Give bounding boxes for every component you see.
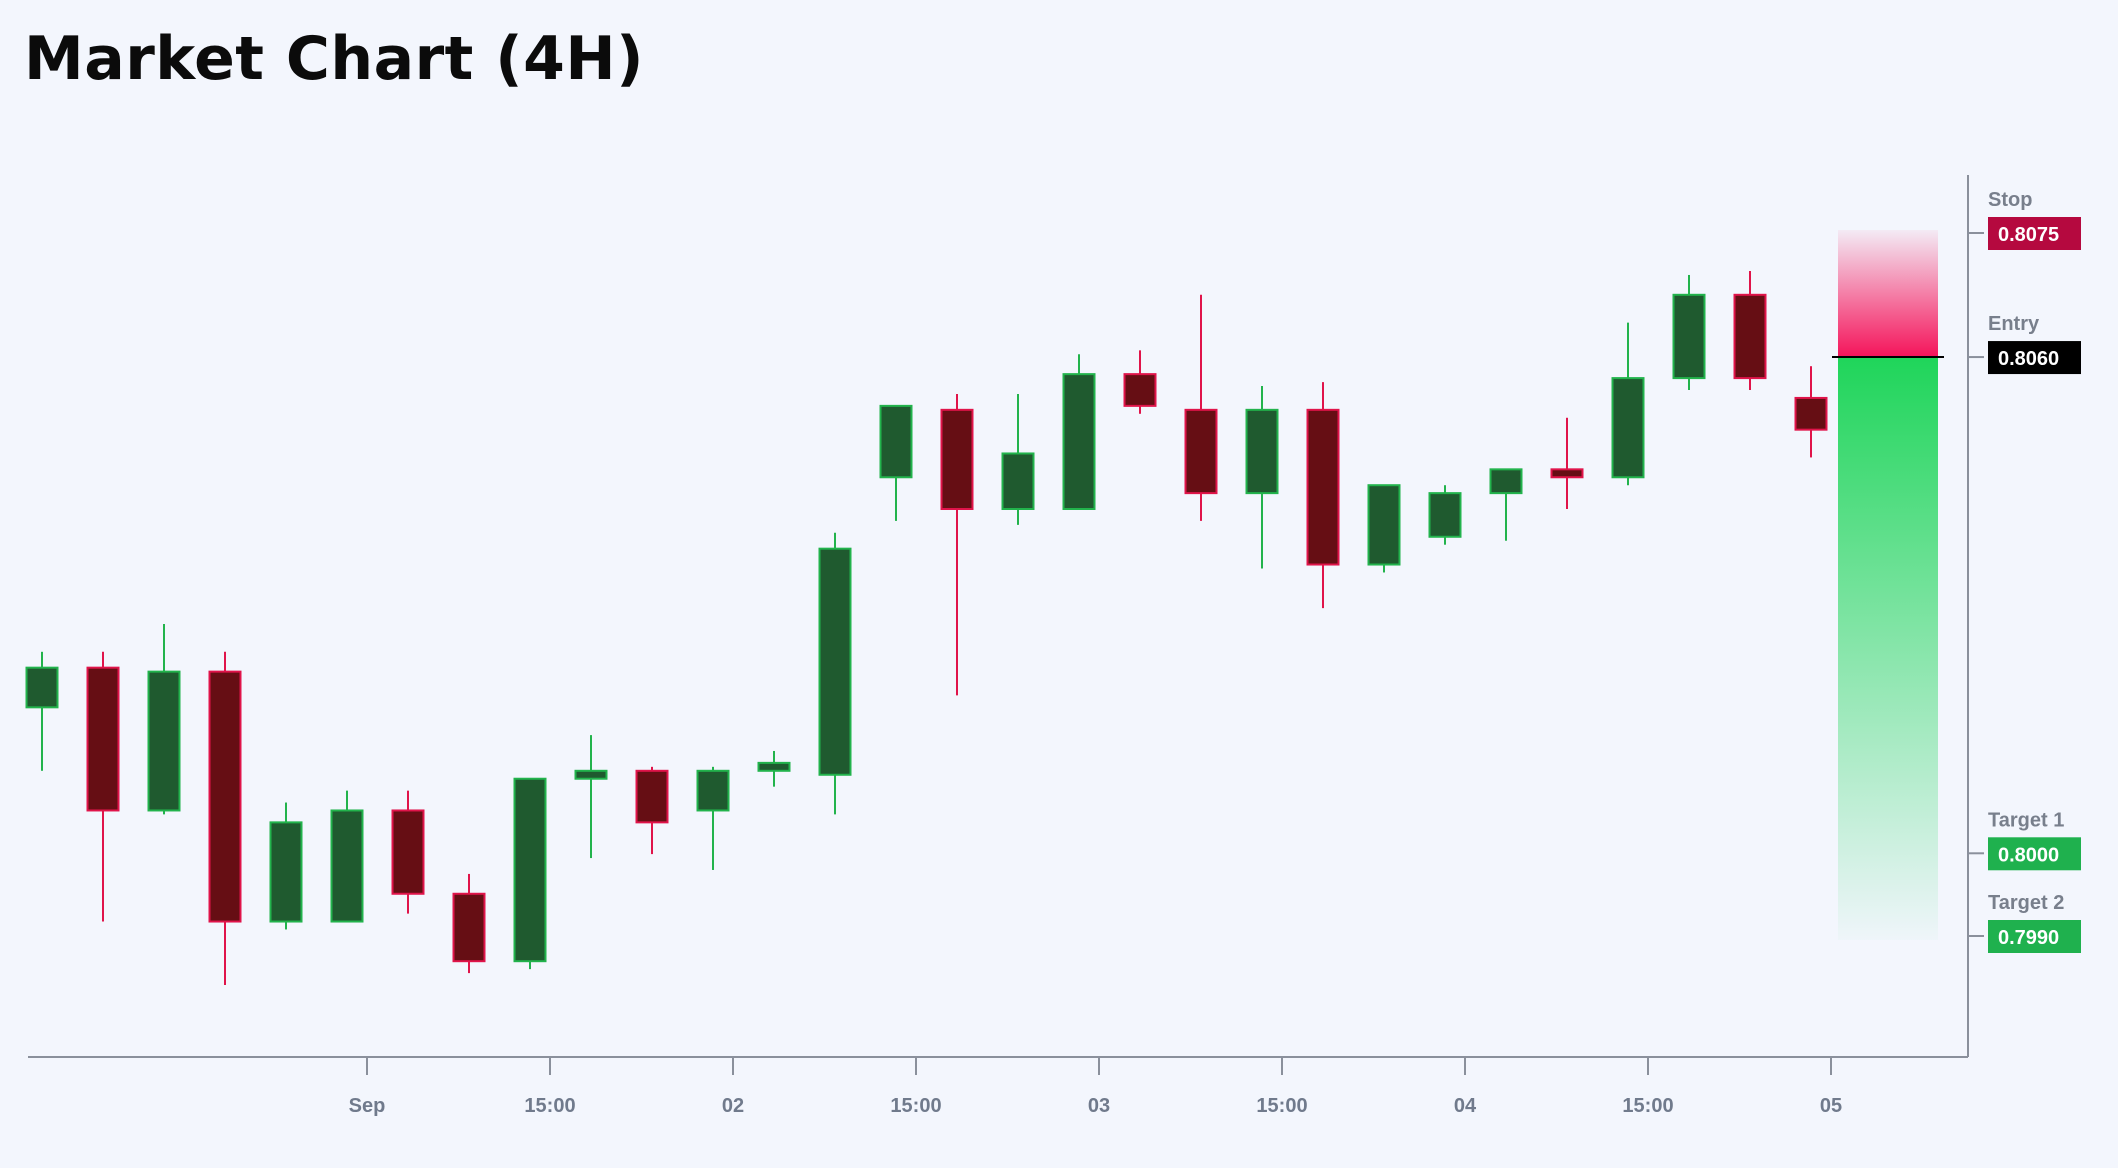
candle-body [879,404,913,479]
candle-body [25,666,59,709]
level-name: Entry [1988,313,2040,335]
candle-body [1245,408,1279,495]
candle [940,393,974,696]
candle [818,532,852,815]
candle-body [818,547,852,776]
level-value: 0.8000 [1998,844,2059,866]
candle-body [1794,396,1828,431]
candle-body [1123,373,1157,407]
candle [1184,294,1218,521]
candle [1428,485,1462,545]
candle-body [635,769,669,824]
x-tick-label: 15:00 [1256,1095,1307,1117]
candle [1062,354,1096,510]
candle [1550,417,1584,509]
candle [574,735,608,859]
chart-title: Market Chart (4H) [24,24,645,94]
candle [757,750,791,787]
candle-body [940,408,974,511]
candle-body [269,821,303,923]
x-tick-label: 15:00 [524,1095,575,1117]
candle [696,766,730,870]
risk-reward-zone [1832,230,1944,940]
candle-body [1367,484,1401,566]
candle [1245,386,1279,569]
candle [452,873,486,974]
candles [25,271,1828,985]
level-name: Stop [1988,189,2032,211]
level-value: 0.7990 [1998,927,2059,949]
candle [1123,350,1157,414]
candle-body [513,777,547,963]
candle [208,651,242,985]
candle-body [757,761,791,772]
candle-body [208,670,242,923]
x-tick-label: 05 [1820,1095,1842,1117]
level-badge [1988,217,2081,250]
candle-body [1184,408,1218,495]
candle [635,766,669,855]
candle [1306,382,1340,609]
candle-body [1489,468,1523,495]
price-level: Target 1 0.8000 [1968,809,2081,871]
candle-body [330,809,364,923]
price-level: Entry 0.8060 [1968,313,2081,375]
level-name: Target 1 [1988,809,2064,831]
candle-body [1672,293,1706,380]
candle-body [696,769,730,812]
x-tick-label: 03 [1088,1095,1110,1117]
candle [147,624,181,815]
candle [1611,322,1645,486]
x-tick-label: 15:00 [1622,1095,1673,1117]
candle-body [1062,373,1096,510]
candle [1733,271,1767,390]
level-name: Target 2 [1988,892,2064,914]
candle [330,790,364,923]
risk-zone [1838,230,1938,358]
level-badge [1988,837,2081,871]
candle [1794,366,1828,458]
x-tick-label: Sep [349,1095,386,1117]
level-badge [1988,920,2081,953]
candle [513,777,547,970]
candle [1367,484,1401,573]
candle-body [1733,293,1767,380]
candle [391,790,425,914]
candle [1672,274,1706,390]
candle-body [1001,452,1035,511]
candle-body [86,666,120,812]
candle-body [452,892,486,963]
candle [86,651,120,922]
x-tick-label: 04 [1454,1095,1477,1117]
candle [879,404,913,521]
candle-body [391,809,425,895]
candle [1001,393,1035,525]
candle-body [1428,492,1462,538]
axes: Sep 15:00 02 15:00 03 15:00 04 15:00 05 [28,175,1969,1117]
candle [269,802,303,930]
level-value: 0.8060 [1998,348,2059,370]
candle [1489,468,1523,541]
candle [25,651,59,771]
price-level: Target 2 0.7990 [1968,892,2081,953]
price-level: Stop 0.8075 [1968,189,2081,250]
candle-body [1550,468,1584,479]
level-value: 0.8075 [1998,224,2059,246]
candle-body [1306,408,1340,566]
reward-zone [1838,357,1938,940]
x-tick-label: 15:00 [890,1095,941,1117]
level-badge [1988,341,2081,375]
x-tick-label: 02 [722,1095,744,1117]
candle-body [1611,377,1645,479]
candle-body [574,769,608,780]
candle-body [147,670,181,812]
